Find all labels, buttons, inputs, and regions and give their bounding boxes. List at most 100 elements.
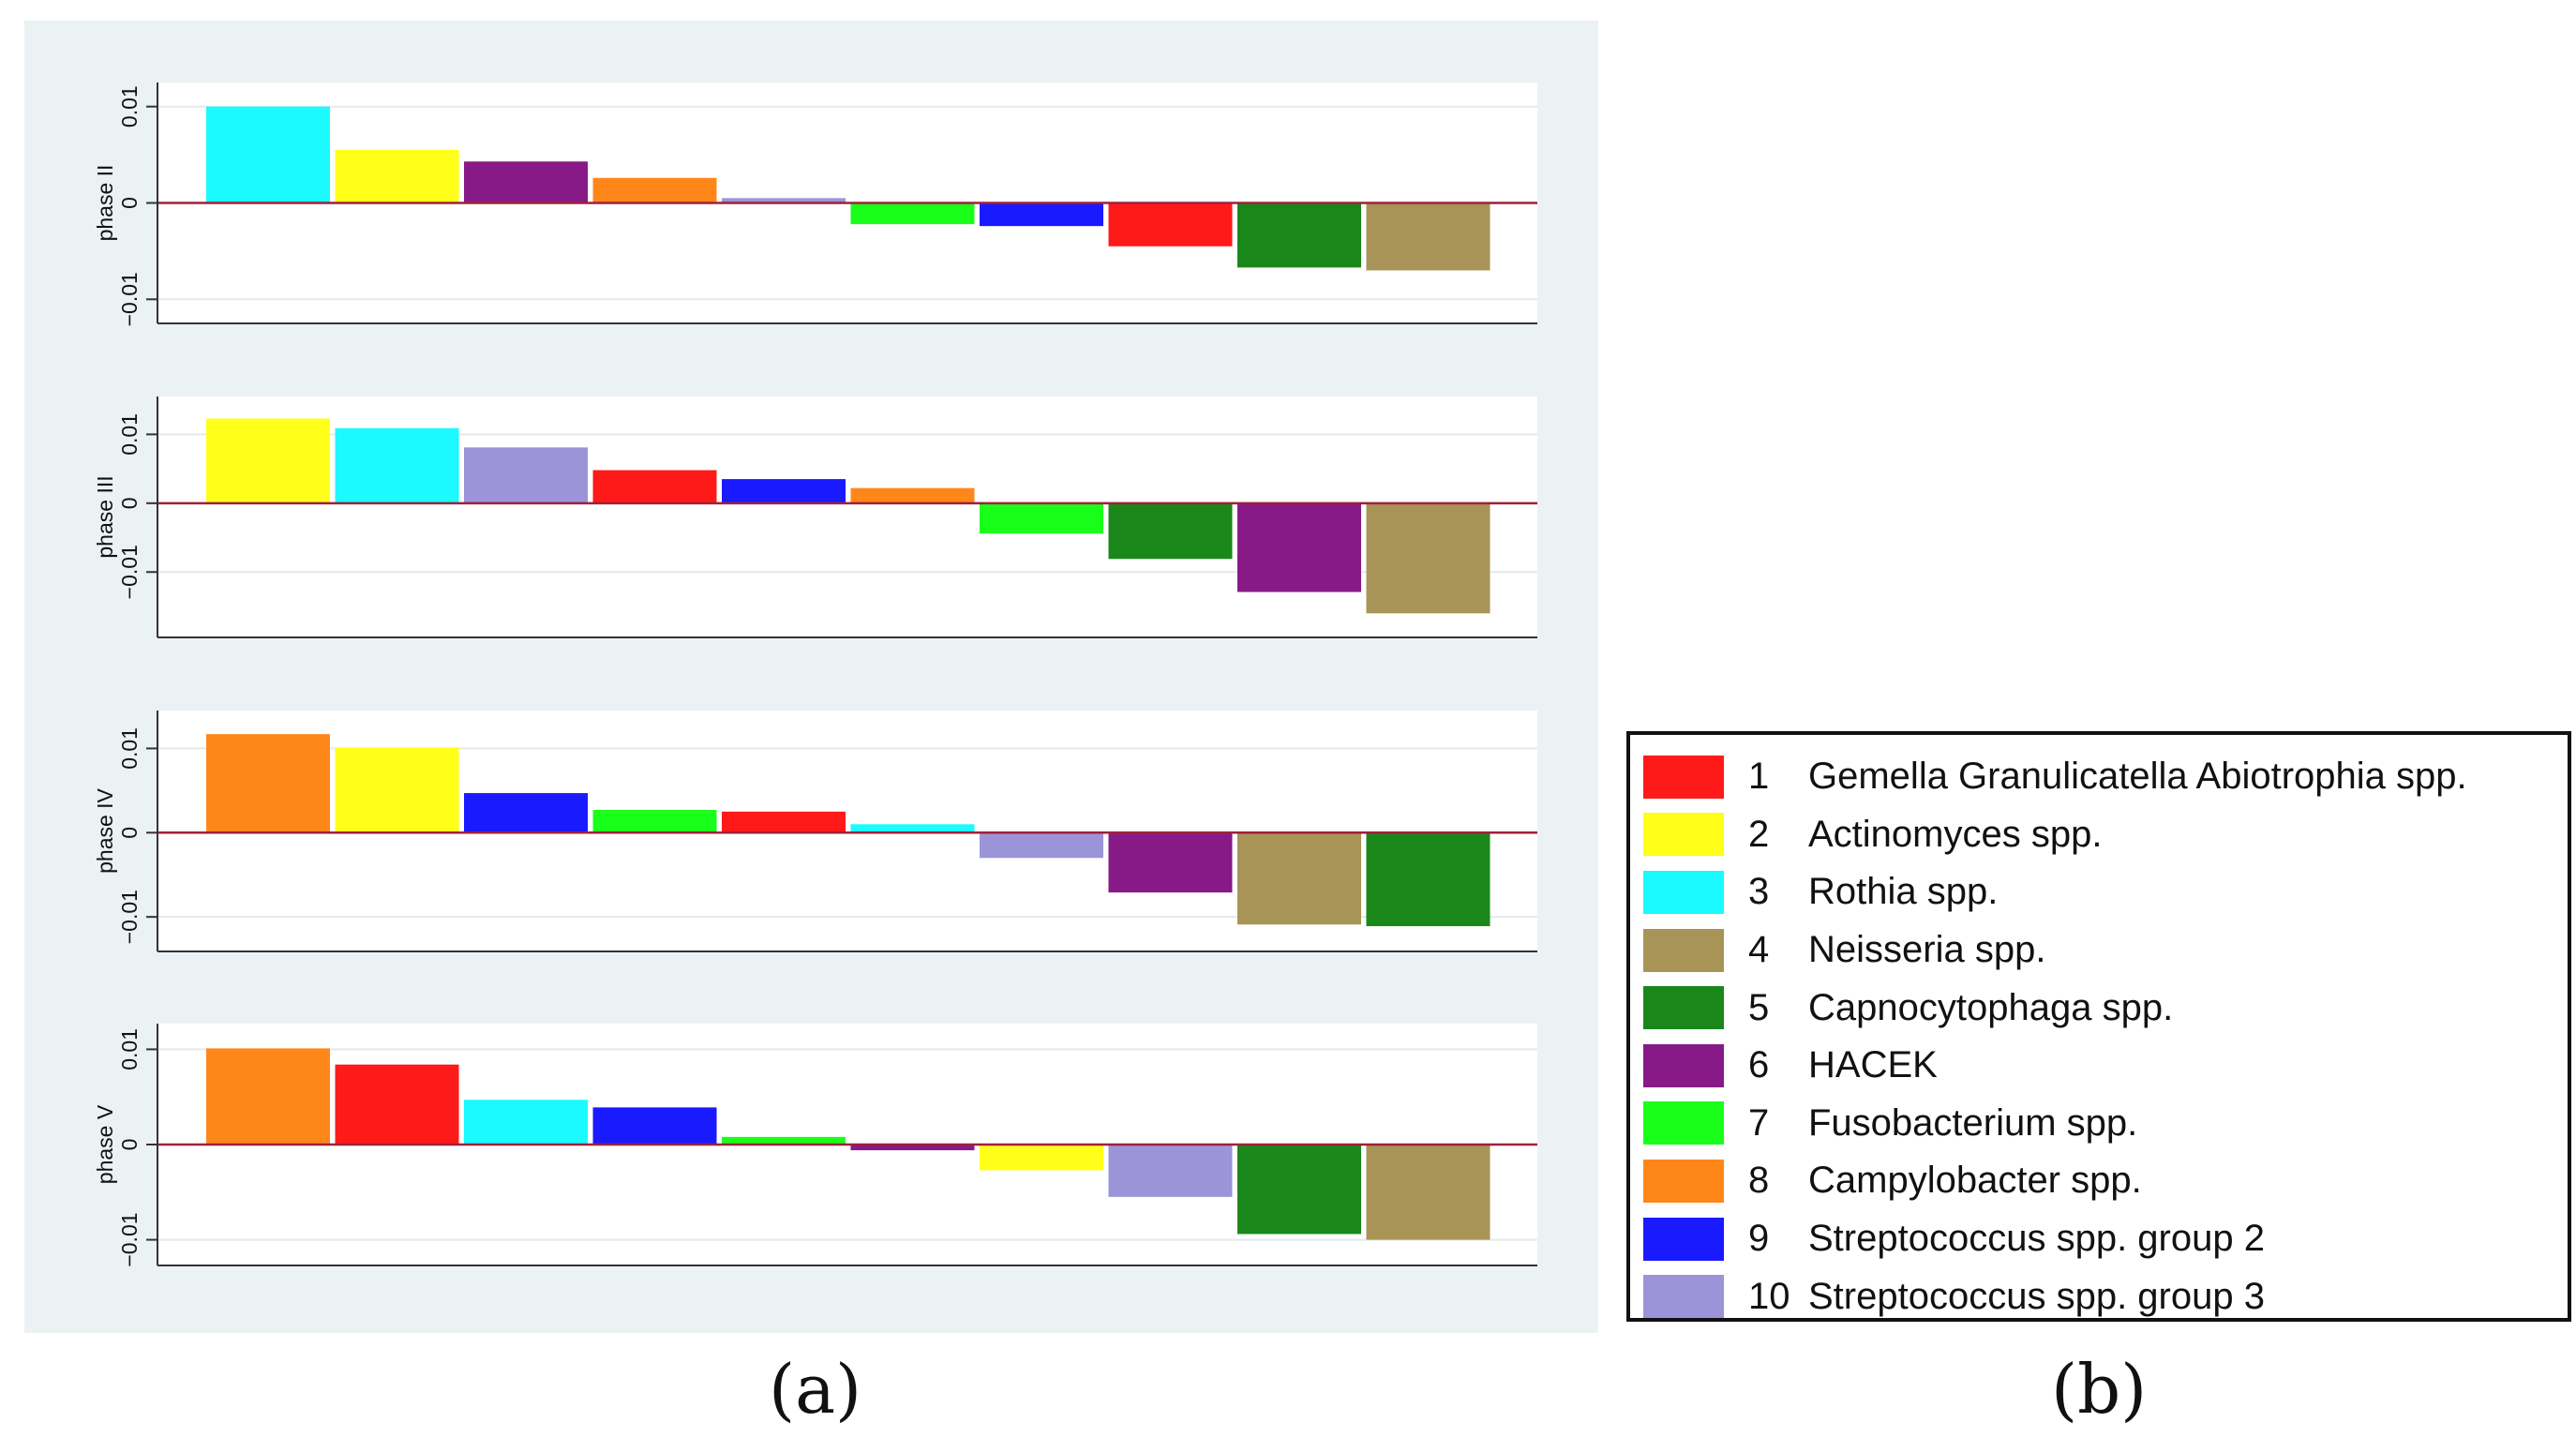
legend-item-7: 7 Fusobacterium spp. [1643,1095,2568,1153]
bar [1237,1145,1361,1235]
legend-item-9: 9 Streptococcus spp. group 2 [1643,1210,2568,1268]
legend-label: Streptococcus spp. group 2 [1808,1218,2265,1260]
legend-swatch [1643,870,1724,914]
chart-panel-1: −0.01 0 0.01 phase II [93,82,1537,326]
legend-label: Capnocytophaga spp. [1808,986,2174,1028]
bar [335,427,459,503]
y-axis-label: phase IV [93,787,117,873]
y-tick-label: 0 [117,827,142,839]
bar [1237,202,1361,268]
y-tick-label: 0 [117,197,142,209]
bar [1366,502,1490,614]
bar [980,202,1103,227]
bar [722,479,846,503]
bar [335,149,459,203]
legend-number: 1 [1748,756,1770,798]
bar [592,810,717,833]
bar [1108,832,1233,893]
bar [464,447,588,503]
legend-swatch [1643,1101,1724,1145]
bar [722,1136,846,1145]
legend-item-6: 6 HACEK [1643,1037,2568,1095]
bar [1237,502,1361,592]
legend-label: Campylobacter spp. [1808,1160,2142,1202]
bar [980,1145,1103,1171]
legend-number: 6 [1748,1044,1770,1086]
y-tick-label: 0.01 [117,727,142,770]
y-axis-label: phase V [93,1104,117,1184]
y-axis-label: phase III [93,475,117,558]
y-tick-label: 0.01 [117,413,142,456]
bar [335,1064,459,1145]
bar [1108,502,1233,560]
y-tick-label: −0.01 [117,545,142,599]
legend-label: HACEK [1808,1044,1938,1086]
bar [206,734,330,833]
legend-item-2: 2 Actinomyces spp. [1643,806,2568,864]
bar [206,418,330,503]
legend-label: Gemella Granulicatella Abiotrophia spp. [1808,756,2467,798]
bar [850,202,975,225]
legend-number: 4 [1748,929,1770,971]
bar [464,161,588,203]
bar [850,487,975,503]
y-tick-label: 0.01 [117,1028,142,1070]
legend-item-5: 5 Capnocytophaga spp. [1643,979,2568,1037]
caption-b: (b) [2051,1350,2148,1429]
legend-number: 3 [1748,871,1770,913]
bar [1108,1145,1233,1197]
bar [850,1145,975,1151]
legend-item-8: 8 Campylobacter spp. [1643,1152,2568,1210]
legend-number: 10 [1748,1275,1790,1317]
legend: 1 Gemella Granulicatella Abiotrophia spp.… [1626,731,2571,1322]
legend-number: 5 [1748,986,1770,1028]
legend-item-4: 4 Neisseria spp. [1643,921,2568,980]
legend-label: Rothia spp. [1808,871,1999,913]
bar [1366,832,1490,927]
y-tick-label: −0.01 [117,890,142,944]
legend-number: 9 [1748,1218,1770,1260]
bar [592,1107,717,1145]
legend-label: Fusobacterium spp. [1808,1101,2138,1144]
legend-number: 8 [1748,1160,1770,1202]
legend-swatch [1643,1159,1724,1203]
y-tick-label: 0 [117,497,142,509]
bar [592,177,717,203]
legend-swatch [1643,928,1724,972]
bar [850,824,975,833]
bar [206,1048,330,1145]
legend-swatch [1643,813,1724,857]
caption-a: (a) [769,1350,862,1429]
chart-panel-4: −0.01 0 0.01 phase V [93,1024,1537,1267]
bar [464,1100,588,1145]
bar [464,793,588,833]
legend-swatch [1643,1275,1724,1319]
bar [335,747,459,833]
bar [1366,1145,1490,1240]
bar [592,470,717,503]
y-tick-label: 0.01 [117,85,142,127]
bar [980,832,1103,859]
legend-label: Streptococcus spp. group 3 [1808,1275,2265,1317]
legend-label: Neisseria spp. [1808,929,2046,971]
legend-number: 7 [1748,1101,1770,1144]
legend-swatch [1643,1043,1724,1087]
legend-item-10: 10 Streptococcus spp. group 3 [1643,1267,2568,1325]
legend-item-3: 3 Rothia spp. [1643,863,2568,921]
y-tick-label: 0 [117,1139,142,1151]
legend-label: Actinomyces spp. [1808,813,2103,855]
legend-swatch [1643,1217,1724,1261]
y-axis-label: phase II [93,165,117,242]
bar [722,811,846,833]
bar [722,198,846,203]
legend-swatch [1643,986,1724,1030]
bar [206,106,330,203]
bar [1237,832,1361,925]
y-tick-label: −0.01 [117,272,142,326]
bar [980,502,1103,534]
legend-swatch [1643,755,1724,799]
